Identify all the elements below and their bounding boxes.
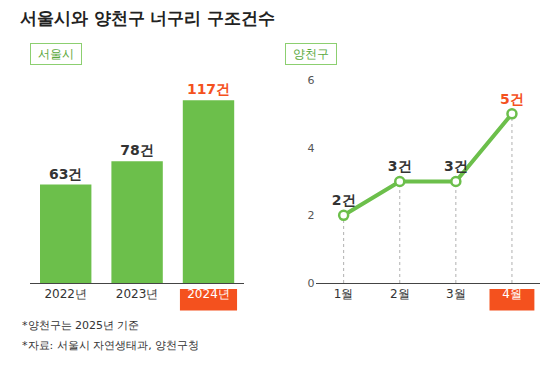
svg-text:2건: 2건 xyxy=(332,192,356,208)
svg-text:5건: 5건 xyxy=(500,91,524,107)
svg-text:2월: 2월 xyxy=(390,287,410,301)
svg-text:1월: 1월 xyxy=(334,287,354,301)
svg-text:4: 4 xyxy=(308,142,315,155)
svg-text:3월: 3월 xyxy=(446,287,466,301)
svg-text:양천구: 양천구 xyxy=(289,47,333,61)
svg-text:3건: 3건 xyxy=(388,158,412,174)
svg-text:63건: 63건 xyxy=(49,166,82,182)
svg-text:117건: 117건 xyxy=(187,81,230,97)
svg-text:3건: 3건 xyxy=(444,158,468,174)
svg-text:서울시: 서울시 xyxy=(34,47,78,61)
svg-text:2022년: 2022년 xyxy=(44,287,87,301)
svg-text:*양천구는 2025년 기준: *양천구는 2025년 기준 xyxy=(22,319,140,332)
svg-text:0: 0 xyxy=(308,277,315,290)
svg-text:4월: 4월 xyxy=(502,287,522,301)
svg-text:2023년: 2023년 xyxy=(116,287,159,301)
svg-text:*자료: 서울시 자연생태과, 양천구청: *자료: 서울시 자연생태과, 양천구청 xyxy=(22,339,199,352)
svg-text:2024년: 2024년 xyxy=(187,287,230,301)
svg-text:6: 6 xyxy=(308,74,315,87)
svg-text:2: 2 xyxy=(308,209,315,222)
svg-text:78건: 78건 xyxy=(120,142,153,158)
svg-text:서울시와 양천구 너구리 구조건수: 서울시와 양천구 너구리 구조건수 xyxy=(20,8,276,28)
